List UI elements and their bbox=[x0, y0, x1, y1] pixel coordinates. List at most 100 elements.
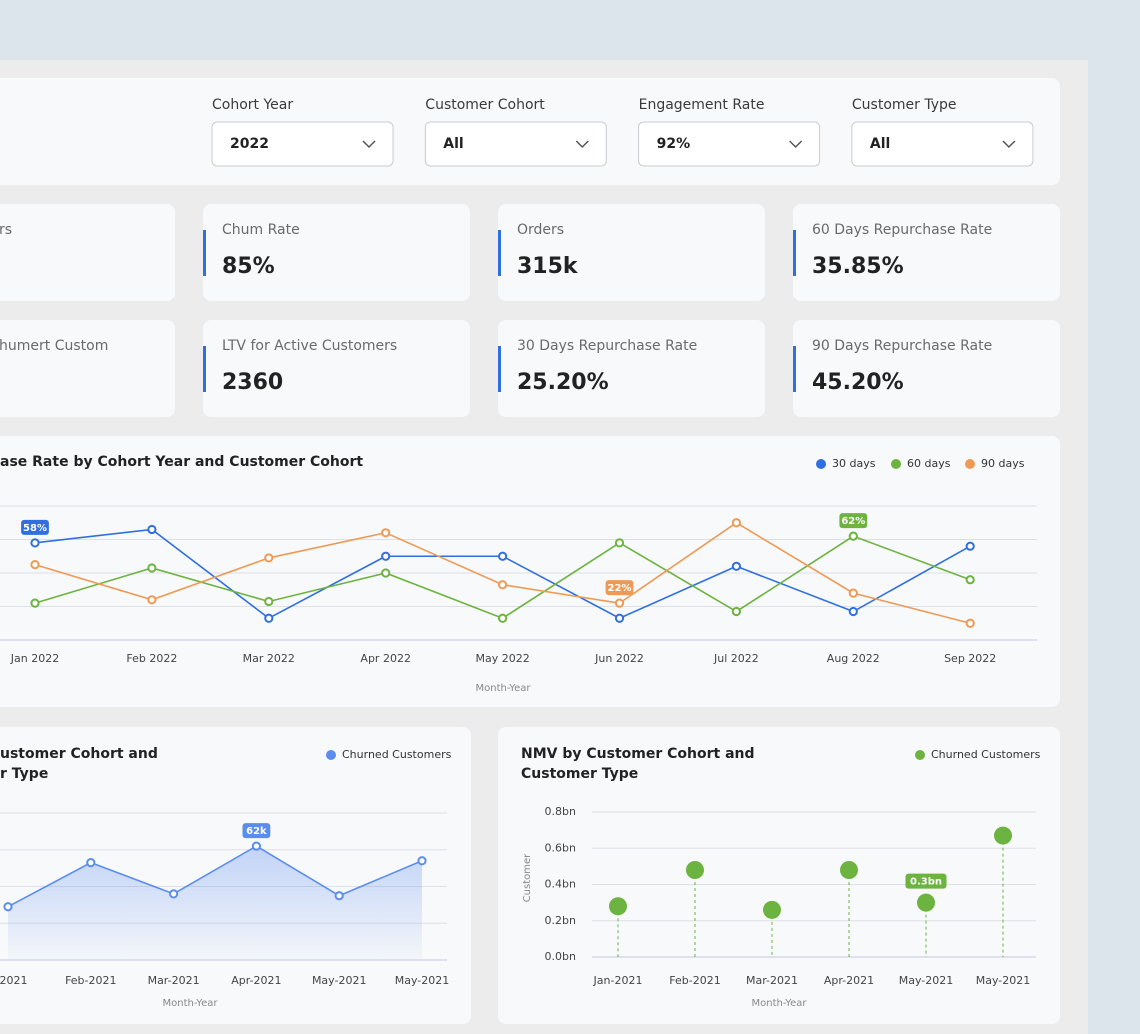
kpi-value: 25.20% bbox=[517, 370, 609, 395]
point-marker bbox=[381, 551, 391, 561]
x-tick-label: Jan 2022 bbox=[10, 652, 59, 665]
kpi-accent bbox=[203, 346, 206, 392]
point bbox=[840, 861, 858, 879]
value-label: 0.3bn bbox=[910, 877, 942, 888]
point-marker bbox=[30, 560, 40, 570]
point-marker bbox=[965, 618, 975, 628]
kpi-card bbox=[203, 204, 470, 301]
filter-label: Cohort Year bbox=[212, 97, 293, 113]
point-marker bbox=[30, 598, 40, 608]
kpi-card bbox=[793, 320, 1060, 417]
value-label: 58% bbox=[23, 523, 47, 534]
x-tick-label: May-2021 bbox=[899, 974, 954, 987]
legend-label: Churned Customers bbox=[342, 748, 452, 761]
kpi-card bbox=[498, 204, 765, 301]
x-tick-label: Aug 2022 bbox=[827, 652, 880, 665]
filter-select[interactable] bbox=[638, 121, 821, 167]
value-label-bg bbox=[21, 519, 49, 535]
y-axis-label: Customer bbox=[522, 853, 533, 902]
x-tick-label: Feb-2021 bbox=[65, 974, 116, 987]
x-tick-label: Feb-2021 bbox=[669, 974, 720, 987]
point-marker bbox=[614, 598, 625, 608]
point-marker bbox=[731, 518, 742, 528]
kpi-value: 35.85% bbox=[812, 254, 904, 279]
kpi-accent bbox=[793, 230, 796, 276]
point bbox=[994, 826, 1012, 845]
kpi-card bbox=[793, 204, 1060, 301]
point-marker bbox=[147, 563, 157, 573]
x-axis-label: Month-Year bbox=[752, 998, 808, 1009]
point-marker bbox=[381, 528, 391, 538]
x-tick-label: Feb 2022 bbox=[126, 652, 177, 665]
x-tick-label: Jan-2021 bbox=[593, 974, 643, 987]
filter-label: Customer Type bbox=[852, 97, 957, 113]
kpi-card bbox=[0, 320, 175, 417]
filter-select[interactable] bbox=[424, 121, 607, 167]
value-label-bg bbox=[905, 873, 947, 889]
value-label-bg bbox=[242, 823, 271, 839]
point bbox=[686, 861, 704, 879]
kpi-accent bbox=[498, 346, 501, 392]
filter-label: Customer Cohort bbox=[425, 97, 545, 113]
point-marker bbox=[965, 575, 975, 585]
kpi-value: 2360 bbox=[222, 370, 283, 395]
filter-select[interactable] bbox=[851, 121, 1034, 167]
chart-title: ustomer Cohort and bbox=[0, 746, 158, 762]
x-tick-label: Mar-2021 bbox=[746, 974, 798, 987]
legend-dot bbox=[915, 750, 925, 760]
kpi-label: 60 Days Repurchase Rate bbox=[812, 222, 992, 238]
x-axis-label: Month-Year bbox=[163, 998, 219, 1009]
chart-card bbox=[498, 727, 1060, 1024]
x-tick-label: n-2021 bbox=[0, 974, 27, 987]
x-tick-label: Apr 2022 bbox=[360, 652, 411, 665]
y-tick-label: 0.8bn bbox=[545, 805, 576, 818]
filter-value: 2022 bbox=[230, 136, 269, 152]
y-tick-label: 0.6bn bbox=[545, 841, 576, 854]
kpi-accent bbox=[498, 230, 501, 276]
point-marker bbox=[848, 588, 858, 598]
kpi-value: 45.20% bbox=[812, 370, 904, 395]
point-marker bbox=[381, 568, 391, 578]
kpi-card bbox=[0, 204, 175, 301]
point-marker bbox=[334, 891, 344, 901]
point-marker bbox=[251, 841, 261, 851]
point-marker bbox=[965, 541, 975, 551]
filter-select[interactable] bbox=[211, 121, 394, 167]
chart-title: NMV by Customer Cohort and bbox=[521, 746, 755, 762]
kpi-value: 315k bbox=[517, 254, 579, 279]
kpi-value: 85% bbox=[222, 254, 275, 279]
x-tick-label: Jun 2022 bbox=[594, 652, 644, 665]
point-marker bbox=[147, 524, 157, 535]
legend-dot bbox=[891, 459, 901, 469]
legend-dot bbox=[816, 459, 826, 469]
legend-label: 60 days bbox=[907, 457, 951, 470]
x-tick-label: Apr-2021 bbox=[824, 974, 874, 987]
point-marker bbox=[848, 606, 858, 617]
chevron-icon bbox=[362, 140, 376, 149]
point-marker bbox=[30, 538, 40, 548]
legend-label: 90 days bbox=[981, 457, 1025, 470]
kpi-card bbox=[498, 320, 765, 417]
point-marker bbox=[731, 606, 742, 617]
kpi-accent bbox=[793, 346, 796, 392]
filter-label: Engagement Rate bbox=[639, 97, 765, 113]
x-tick-label: Sep 2022 bbox=[944, 652, 996, 665]
area-fill bbox=[8, 846, 422, 960]
y-tick-label: 0.2bn bbox=[545, 914, 576, 927]
kpi-label: rs bbox=[0, 222, 12, 238]
point-marker bbox=[264, 613, 274, 623]
filter-value: 92% bbox=[657, 136, 691, 152]
legend-dot bbox=[326, 750, 336, 760]
point-marker bbox=[848, 531, 858, 541]
value-label: 22% bbox=[608, 583, 632, 594]
point-marker bbox=[86, 858, 96, 868]
value-label-bg bbox=[605, 580, 634, 596]
y-tick-label: 0.4bn bbox=[545, 878, 576, 891]
point-marker bbox=[147, 595, 157, 605]
legend-label: Churned Customers bbox=[931, 748, 1041, 761]
point-marker bbox=[614, 538, 625, 548]
x-tick-label: May-2021 bbox=[395, 974, 450, 987]
point-marker bbox=[498, 613, 508, 623]
